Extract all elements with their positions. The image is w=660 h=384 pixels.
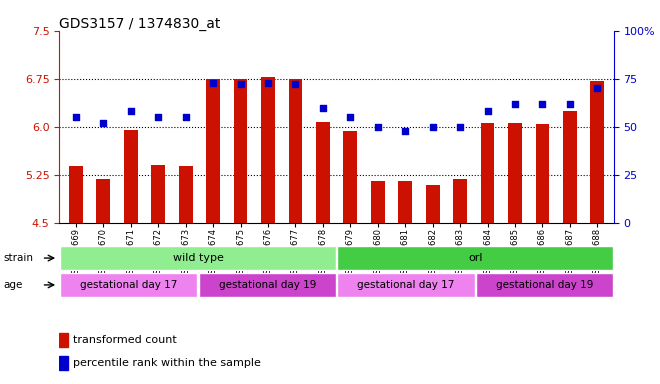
- Bar: [288, 79, 302, 223]
- Text: transformed count: transformed count: [73, 335, 176, 345]
- Bar: [59, 356, 68, 370]
- Point: [153, 114, 164, 120]
- Point: [455, 124, 465, 130]
- Bar: [399, 181, 412, 223]
- Bar: [124, 130, 138, 223]
- Point: [482, 108, 493, 114]
- Point: [125, 108, 136, 114]
- Point: [428, 124, 438, 130]
- Bar: [151, 165, 165, 223]
- Point: [235, 81, 246, 88]
- Bar: [261, 77, 275, 223]
- Bar: [426, 185, 440, 223]
- Bar: [591, 81, 604, 223]
- Text: gestational day 19: gestational day 19: [218, 280, 316, 290]
- Bar: [234, 79, 248, 223]
- Point: [372, 124, 383, 130]
- Text: strain: strain: [3, 253, 33, 263]
- Point: [208, 79, 218, 86]
- Point: [345, 114, 356, 120]
- Point: [564, 101, 575, 107]
- Bar: [206, 79, 220, 223]
- Bar: [59, 333, 68, 348]
- Text: percentile rank within the sample: percentile rank within the sample: [73, 358, 261, 368]
- Text: age: age: [3, 280, 22, 290]
- Bar: [60, 246, 336, 270]
- Text: gestational day 17: gestational day 17: [357, 280, 455, 290]
- Bar: [563, 111, 577, 223]
- Point: [290, 81, 301, 88]
- Bar: [337, 273, 475, 297]
- Point: [592, 85, 603, 91]
- Bar: [179, 166, 193, 223]
- Text: gestational day 17: gestational day 17: [80, 280, 178, 290]
- Bar: [508, 123, 522, 223]
- Point: [317, 104, 328, 111]
- Text: wild type: wild type: [172, 253, 224, 263]
- Text: orl: orl: [468, 253, 482, 263]
- Point: [71, 114, 81, 120]
- Bar: [343, 131, 357, 223]
- Point: [180, 114, 191, 120]
- Text: GDS3157 / 1374830_at: GDS3157 / 1374830_at: [59, 17, 221, 31]
- Point: [510, 101, 520, 107]
- Bar: [199, 273, 336, 297]
- Point: [263, 79, 273, 86]
- Text: gestational day 19: gestational day 19: [496, 280, 593, 290]
- Bar: [60, 273, 197, 297]
- Bar: [371, 181, 385, 223]
- Bar: [453, 179, 467, 223]
- Bar: [316, 122, 330, 223]
- Point: [537, 101, 548, 107]
- Bar: [69, 166, 82, 223]
- Bar: [476, 273, 613, 297]
- Bar: [535, 124, 549, 223]
- Point: [98, 120, 109, 126]
- Bar: [337, 246, 613, 270]
- Bar: [480, 123, 494, 223]
- Point: [400, 127, 411, 134]
- Bar: [96, 179, 110, 223]
